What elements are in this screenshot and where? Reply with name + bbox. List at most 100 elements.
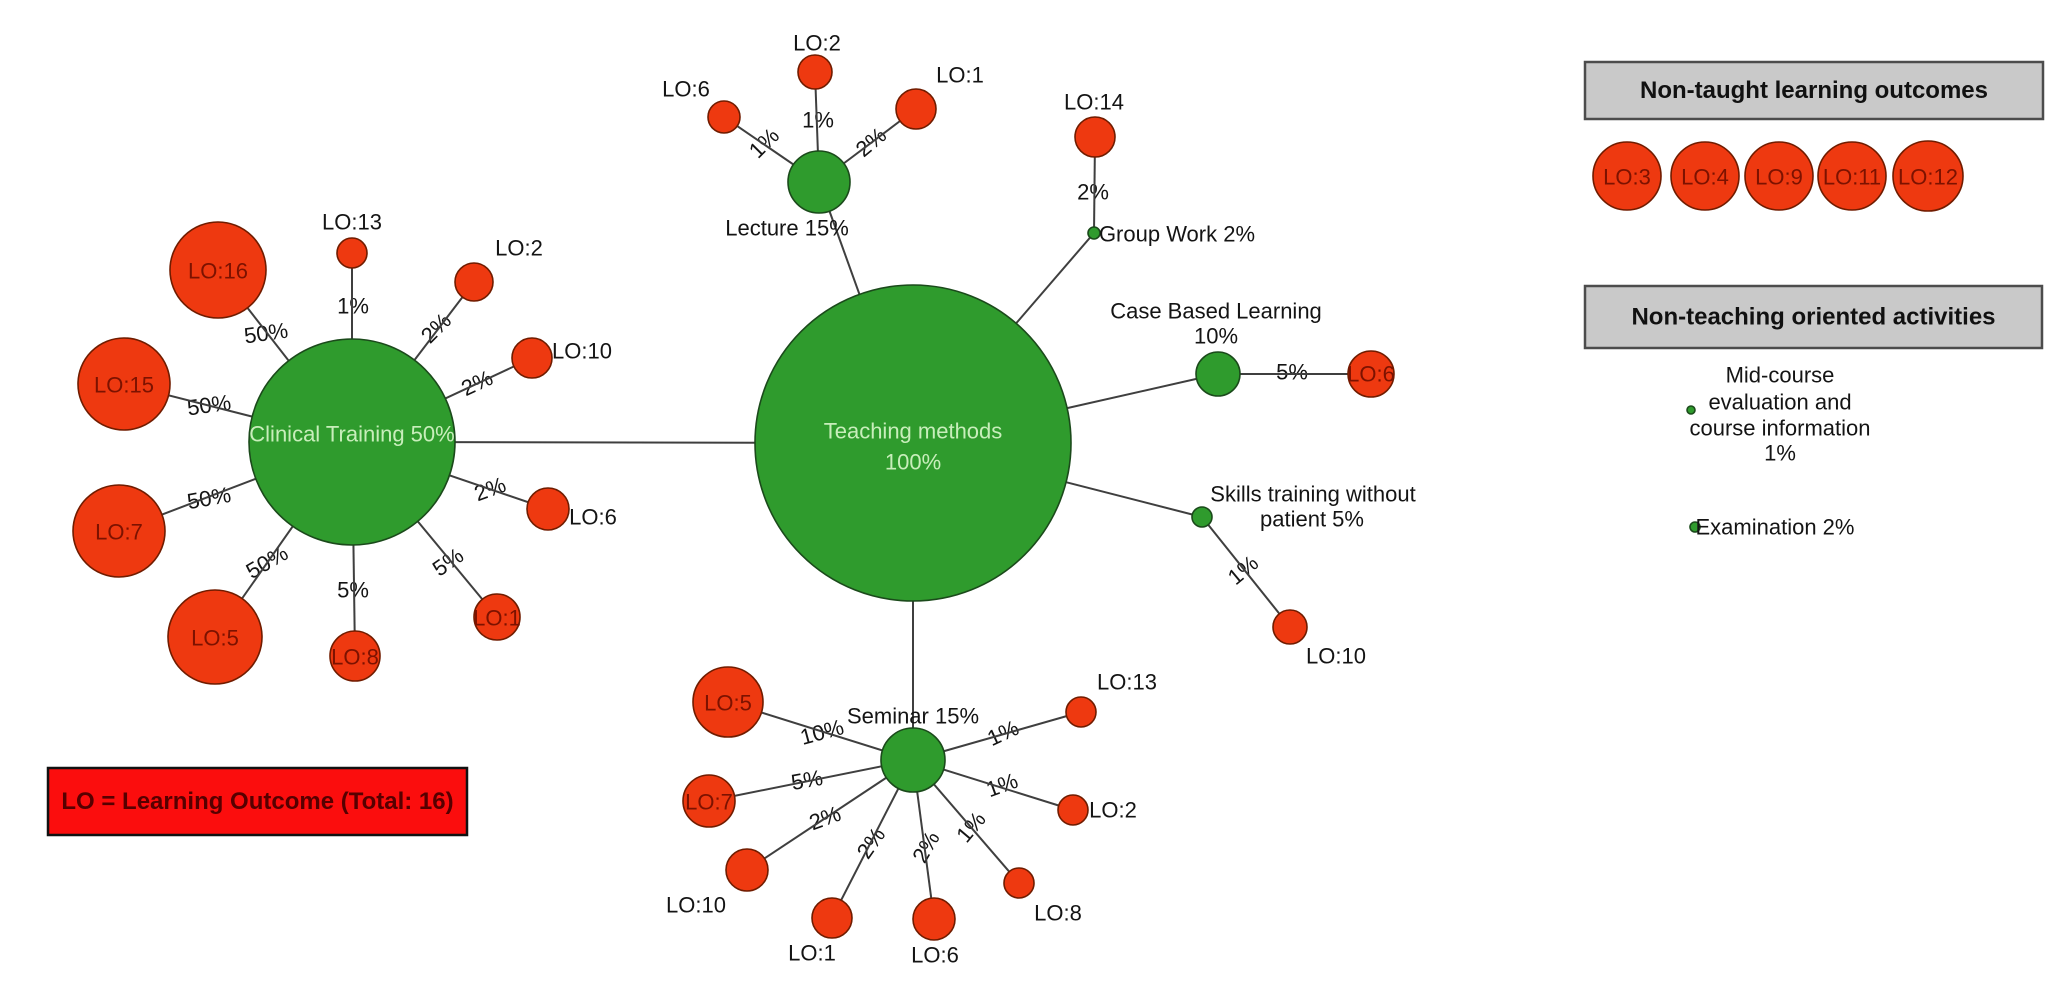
edge-percentage-skills-lo10-skills: 1% bbox=[1223, 550, 1263, 590]
node-lo2-clinical bbox=[454, 262, 494, 302]
lo1-lecture-label: LO:1 bbox=[936, 63, 984, 88]
node-lo6-clinical bbox=[526, 487, 570, 531]
node-lo3-panel bbox=[1592, 141, 1662, 211]
node-lo10-skills bbox=[1272, 609, 1308, 645]
lo10-seminar-label: LO:10 bbox=[666, 893, 726, 918]
edge-percentage-seminar-lo7-seminar: 5% bbox=[789, 765, 825, 795]
lo4-panel-label: LO:4 bbox=[1681, 165, 1729, 190]
node-lo14-group bbox=[1074, 116, 1116, 158]
teaching-label-line2: 100% bbox=[885, 450, 941, 475]
node-exam-dot bbox=[1689, 521, 1701, 533]
node-group-work bbox=[1087, 226, 1101, 240]
lo6-case-label: LO:6 bbox=[1347, 362, 1395, 387]
edge-percentage-seminar-lo2-seminar: 1% bbox=[983, 768, 1021, 802]
node-lo5-seminar bbox=[692, 666, 764, 738]
edge-percentage-seminar-lo13-seminar: 1% bbox=[983, 715, 1022, 751]
edge-seminar-lo10-seminar bbox=[746, 759, 914, 871]
node-lo13-clinical bbox=[336, 237, 368, 269]
node-clinical bbox=[248, 338, 456, 546]
teaching-label-line1: Teaching methods bbox=[824, 419, 1003, 444]
node-lo13-seminar bbox=[1065, 696, 1097, 728]
lo1-clinical-label: LO:1 bbox=[473, 606, 521, 631]
legend-text: LO = Learning Outcome (Total: 16) bbox=[61, 788, 453, 815]
lo7-seminar-label: LO:7 bbox=[685, 790, 733, 815]
panel-title-non-teaching: Non-teaching oriented activities bbox=[1631, 304, 1995, 331]
clinical-label: Clinical Training 50% bbox=[249, 422, 454, 447]
node-lo1-clinical bbox=[473, 593, 521, 641]
lo6-lecture-label: LO:6 bbox=[662, 77, 710, 102]
lo10-skills-label: LO:10 bbox=[1306, 644, 1366, 669]
node-lo6-case bbox=[1347, 350, 1395, 398]
panel-box-non-taught bbox=[1583, 60, 2045, 121]
node-lo6-lecture bbox=[707, 100, 741, 134]
panel-box-non-teaching bbox=[1583, 284, 2044, 350]
node-lo4-panel bbox=[1670, 141, 1740, 211]
lo1-seminar-label: LO:1 bbox=[788, 941, 836, 966]
legend-box bbox=[46, 766, 469, 837]
lo2-lecture-label: LO:2 bbox=[793, 31, 841, 56]
node-lo7-seminar bbox=[682, 774, 736, 828]
panel-title-non-taught: Non-taught learning outcomes bbox=[1640, 77, 1988, 104]
edge-percentage-clinical-lo7-clinical: 50% bbox=[185, 482, 233, 514]
edge-percentage-group-work-lo14-group: 2% bbox=[1077, 180, 1109, 205]
lo15-clinical-label: LO:15 bbox=[94, 373, 154, 398]
case-based-label-line1: Case Based Learning bbox=[1110, 299, 1322, 324]
node-lo8-clinical bbox=[329, 630, 381, 682]
lo3-panel-label: LO:3 bbox=[1603, 165, 1651, 190]
node-lecture bbox=[787, 150, 851, 214]
node-lo1-lecture bbox=[895, 88, 937, 130]
node-lo6-seminar bbox=[912, 897, 956, 941]
node-lo1-seminar bbox=[811, 897, 853, 939]
node-skills bbox=[1191, 506, 1213, 528]
lo5-clinical-label: LO:5 bbox=[191, 626, 239, 651]
lo2-seminar-label: LO:2 bbox=[1089, 798, 1137, 823]
lo6-seminar-label: LO:6 bbox=[911, 943, 959, 968]
lo13-seminar-label: LO:13 bbox=[1097, 670, 1157, 695]
midcourse-label-line2: evaluation and bbox=[1708, 390, 1851, 415]
lo13-clinical-label: LO:13 bbox=[322, 210, 382, 235]
group-work-label: Group Work 2% bbox=[1099, 222, 1255, 247]
lo8-seminar-label: LO:8 bbox=[1034, 901, 1082, 926]
node-lo5-clinical bbox=[167, 589, 263, 685]
lo7-clinical-label: LO:7 bbox=[95, 520, 143, 545]
lo10-clinical-label: LO:10 bbox=[552, 339, 612, 364]
node-lo15-clinical bbox=[77, 337, 171, 431]
lo5-seminar-label: LO:5 bbox=[704, 691, 752, 716]
edge-skills-lo10-skills bbox=[1201, 516, 1291, 628]
node-lo10-seminar bbox=[725, 848, 769, 892]
lo11-panel-label: LO:11 bbox=[1823, 165, 1881, 190]
lo2-clinical-label: LO:2 bbox=[495, 236, 543, 261]
node-midcourse-dot bbox=[1686, 405, 1696, 415]
midcourse-label-line1: Mid-course bbox=[1726, 363, 1835, 388]
node-lo16-clinical bbox=[169, 221, 267, 319]
skills-label-line2: patient 5% bbox=[1260, 507, 1364, 532]
node-lo2-lecture bbox=[797, 54, 833, 90]
lo6-clinical-label: LO:6 bbox=[569, 505, 617, 530]
seminar-label: Seminar 15% bbox=[847, 704, 979, 729]
examination-label: Examination 2% bbox=[1696, 515, 1855, 540]
node-seminar bbox=[880, 727, 946, 793]
edge-percentage-case-based-lo6-case: 5% bbox=[1276, 360, 1308, 385]
node-lo8-seminar bbox=[1003, 867, 1035, 899]
node-lo12-panel bbox=[1892, 140, 1964, 212]
case-based-label-line2: 10% bbox=[1194, 324, 1238, 349]
node-teaching bbox=[754, 284, 1072, 602]
lo8-clinical-label: LO:8 bbox=[331, 645, 379, 670]
lo12-panel-label: LO:12 bbox=[1898, 165, 1958, 190]
edge-seminar-lo7-seminar bbox=[708, 759, 914, 802]
lo9-panel-label: LO:9 bbox=[1755, 165, 1803, 190]
node-case-based bbox=[1195, 351, 1241, 397]
node-lo9-panel bbox=[1744, 141, 1814, 211]
node-lo7-clinical bbox=[72, 484, 166, 578]
edge-percentage-lecture-lo6-lecture: 1% bbox=[744, 123, 784, 163]
skills-label-line1: Skills training without bbox=[1210, 482, 1415, 507]
node-lo11-panel bbox=[1817, 141, 1887, 211]
midcourse-label-line3: course information bbox=[1690, 416, 1871, 441]
node-lo10-clinical bbox=[511, 337, 553, 379]
midcourse-label-line4: 1% bbox=[1764, 441, 1796, 466]
node-lo2-seminar bbox=[1057, 794, 1089, 826]
lo16-clinical-label: LO:16 bbox=[188, 259, 248, 284]
lo14-group-label: LO:14 bbox=[1064, 90, 1124, 115]
